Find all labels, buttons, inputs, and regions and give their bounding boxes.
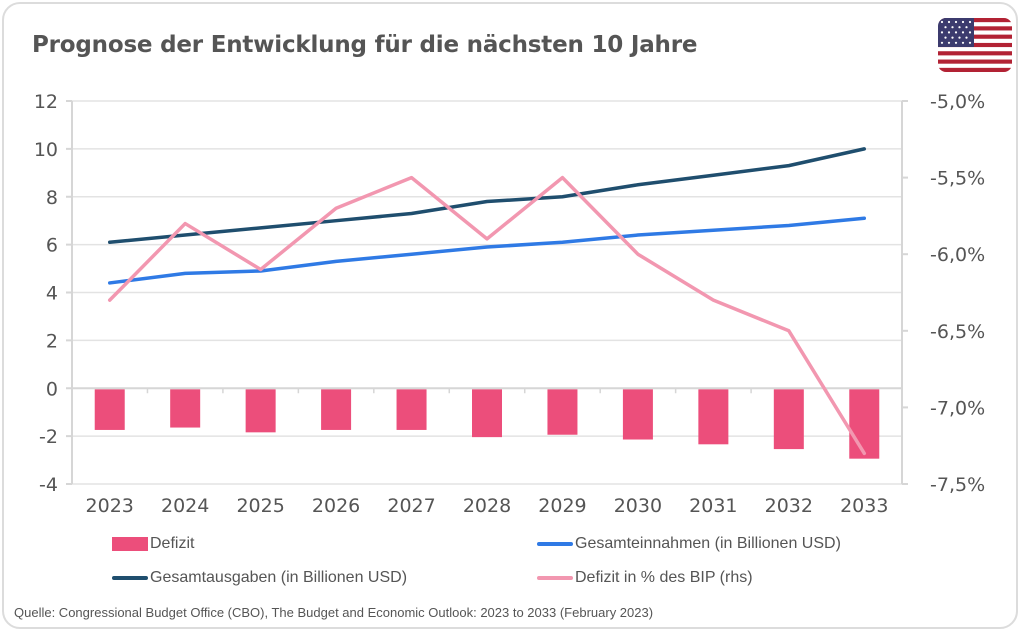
legend-item-defizit: Defizit [112, 535, 194, 553]
x-tick-label: 2025 [236, 495, 284, 517]
y-left-tick-label: 12 [34, 91, 58, 113]
deficit-bar [773, 389, 804, 450]
deficit-bar [849, 389, 880, 459]
revenue-line [107, 216, 867, 285]
us-flag-icon [938, 18, 1012, 72]
y-left-tick-label: 6 [46, 235, 58, 257]
x-tick-label: 2023 [86, 495, 134, 517]
y-left-tick-label: -4 [39, 474, 58, 496]
x-tick-label: 2026 [312, 495, 360, 517]
x-tick-label: 2033 [840, 495, 888, 517]
deficit-bar [321, 389, 352, 430]
deficit-bar [245, 389, 276, 433]
legend-swatch-line [112, 576, 148, 580]
legend-swatch-bar [112, 537, 148, 551]
y-left-tick-label: 10 [34, 139, 58, 161]
deficit-bar [396, 389, 427, 430]
deficit-bar [698, 389, 729, 445]
deficit-bar [622, 389, 653, 440]
y-left-tick-label: 8 [46, 187, 58, 209]
x-tick-label: 2024 [161, 495, 209, 517]
source-note: Quelle: Congressional Budget Office (CBO… [14, 605, 654, 620]
legend-label: Defizit in % des BIP (rhs) [575, 569, 753, 586]
legend-label: Gesamteinnahmen (in Billionen USD) [575, 535, 841, 552]
y-right-tick-label: -6,5% [930, 321, 985, 343]
legend-item-revenue: Gesamteinnahmen (in Billionen USD) [537, 535, 841, 553]
legend-swatch-line [537, 576, 573, 580]
deficit-bar [170, 389, 201, 428]
legend-label: Gesamtausgaben (in Billionen USD) [150, 569, 408, 586]
x-tick-label: 2028 [463, 495, 511, 517]
y-right-tick-label: -5,0% [930, 91, 985, 113]
deficit-bar [94, 389, 125, 430]
x-tick-label: 2027 [387, 495, 435, 517]
series-lines [107, 147, 867, 456]
legend-label: Defizit [150, 535, 195, 552]
y-left-tick-label: 4 [46, 283, 58, 305]
y-left-tick-label: 0 [46, 378, 58, 400]
axis-labels: 12 10 8 6 4 2 0 -2 -4 -5,0% -5,5% -6,0% -6,5% -7,0% -7… [34, 91, 985, 517]
y-right-tick-label: -6,0% [930, 244, 985, 266]
legend-item-deficit-pct: Defizit in % des BIP (rhs) [537, 569, 753, 587]
legend-item-spending: Gesamtausgaben (in Billionen USD) [112, 569, 407, 587]
legend-swatch-line [537, 542, 573, 546]
y-right-tick-label: -7,5% [930, 474, 985, 496]
deficit-bars [94, 389, 880, 459]
deficit-bar [472, 389, 502, 438]
y-left-tick-label: 2 [46, 330, 58, 352]
deficit-bar [547, 389, 578, 435]
chart-card: Prognose der Entwicklung für die nächste… [2, 2, 1018, 629]
y-right-tick-label: -5,5% [930, 168, 985, 190]
x-tick-label: 2032 [765, 495, 813, 517]
x-tick-label: 2031 [689, 495, 737, 517]
x-tick-label: 2029 [538, 495, 586, 517]
axes [66, 100, 908, 485]
y-right-tick-label: -7,0% [930, 397, 985, 419]
y-left-tick-label: -2 [39, 426, 58, 448]
x-tick-label: 2030 [614, 495, 662, 517]
chart-title: Prognose der Entwicklung für die nächste… [32, 32, 698, 58]
